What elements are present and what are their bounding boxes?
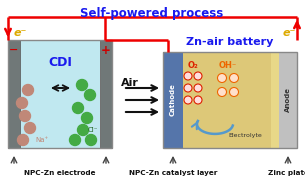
Circle shape	[70, 135, 81, 146]
Circle shape	[217, 74, 227, 83]
Circle shape	[85, 135, 96, 146]
Text: CDI: CDI	[48, 57, 72, 70]
Circle shape	[84, 90, 95, 101]
Circle shape	[194, 72, 202, 80]
Text: Air: Air	[121, 78, 139, 88]
Circle shape	[24, 122, 35, 133]
Text: NPC-Zn electrode: NPC-Zn electrode	[24, 170, 96, 176]
Text: Na⁺: Na⁺	[35, 137, 48, 143]
Text: NPC-Zn catalyst layer: NPC-Zn catalyst layer	[129, 170, 217, 176]
Text: e⁻: e⁻	[14, 28, 27, 38]
Text: O₂: O₂	[188, 61, 198, 70]
Circle shape	[20, 111, 30, 122]
Bar	[20, 40, 100, 148]
Circle shape	[217, 88, 227, 97]
Bar	[100, 40, 112, 148]
Text: Cathode: Cathode	[170, 84, 176, 116]
Circle shape	[184, 84, 192, 92]
Text: Anode: Anode	[285, 88, 291, 112]
Text: −: −	[9, 45, 19, 55]
Bar	[279, 52, 297, 148]
Circle shape	[229, 74, 239, 83]
Circle shape	[229, 88, 239, 97]
Circle shape	[73, 102, 84, 114]
Text: Zinc plate: Zinc plate	[267, 170, 305, 176]
Circle shape	[194, 96, 202, 104]
Circle shape	[194, 84, 202, 92]
Text: e⁻: e⁻	[283, 28, 296, 38]
Text: OH⁻: OH⁻	[219, 61, 237, 70]
Circle shape	[17, 135, 28, 146]
Bar	[163, 52, 297, 148]
Circle shape	[184, 96, 192, 104]
Circle shape	[77, 80, 88, 91]
Bar	[163, 52, 183, 148]
Bar	[271, 52, 279, 148]
Text: +: +	[101, 43, 111, 57]
Bar	[183, 52, 279, 148]
Circle shape	[184, 72, 192, 80]
Circle shape	[23, 84, 34, 95]
Text: Zn-air battery: Zn-air battery	[186, 37, 274, 47]
Text: Self-powered process: Self-powered process	[81, 7, 224, 20]
Circle shape	[77, 125, 88, 136]
Circle shape	[16, 98, 27, 108]
Text: Cl⁻: Cl⁻	[88, 127, 99, 133]
Bar	[8, 40, 20, 148]
Circle shape	[81, 112, 92, 123]
Bar	[8, 40, 112, 148]
Text: Electrolyte: Electrolyte	[228, 133, 262, 139]
